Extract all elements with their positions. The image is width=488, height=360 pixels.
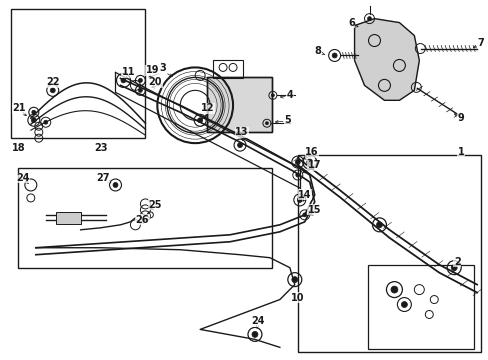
Bar [207,77,271,132]
Bar [207,77,271,132]
Circle shape [401,302,407,307]
Bar [18,168,271,268]
Circle shape [138,88,142,92]
Text: 24: 24 [16,173,30,183]
Circle shape [237,143,242,148]
Circle shape [44,120,48,124]
Circle shape [291,276,297,283]
Circle shape [31,118,36,123]
Text: 12: 12 [201,103,214,113]
Circle shape [113,183,118,188]
Text: 26: 26 [135,215,149,225]
Circle shape [367,17,371,21]
Circle shape [50,88,55,93]
Circle shape [138,78,142,82]
Circle shape [271,94,274,97]
Text: 6: 6 [347,18,354,28]
Text: 5: 5 [284,115,291,125]
Bar [56,212,81,224]
Text: 13: 13 [235,127,248,137]
Bar [11,9,145,138]
Text: 18: 18 [12,143,26,153]
Circle shape [295,173,299,177]
Circle shape [32,110,36,114]
Circle shape [197,118,202,123]
Text: 23: 23 [94,143,107,153]
Text: 11: 11 [122,67,135,77]
Text: 15: 15 [307,205,321,215]
Text: 9: 9 [457,113,464,123]
Circle shape [265,122,268,125]
Circle shape [251,332,258,337]
Text: 17: 17 [307,160,321,170]
Circle shape [302,213,306,217]
Text: 16: 16 [305,147,318,157]
Bar [297,155,480,352]
Text: 8: 8 [314,45,321,55]
Text: 3: 3 [159,63,165,73]
Text: 19: 19 [145,66,159,76]
Text: 25: 25 [148,200,162,210]
Text: 1: 1 [457,147,464,157]
Circle shape [306,159,312,165]
Circle shape [376,222,382,228]
Text: 10: 10 [290,293,304,302]
Text: 22: 22 [46,77,60,87]
Circle shape [297,197,302,202]
Circle shape [390,286,397,293]
Circle shape [295,159,300,165]
Text: 21: 21 [12,103,25,113]
Text: 27: 27 [96,173,109,183]
Circle shape [121,78,126,83]
Bar [213,60,243,78]
Text: 20: 20 [148,77,162,87]
Polygon shape [354,19,419,100]
Text: 14: 14 [297,190,311,200]
Circle shape [331,53,336,58]
Text: 24: 24 [251,316,264,327]
Circle shape [450,265,456,271]
Text: 4: 4 [286,90,293,100]
Text: 7: 7 [477,37,484,48]
Text: 2: 2 [453,257,460,267]
Bar [367,265,473,349]
